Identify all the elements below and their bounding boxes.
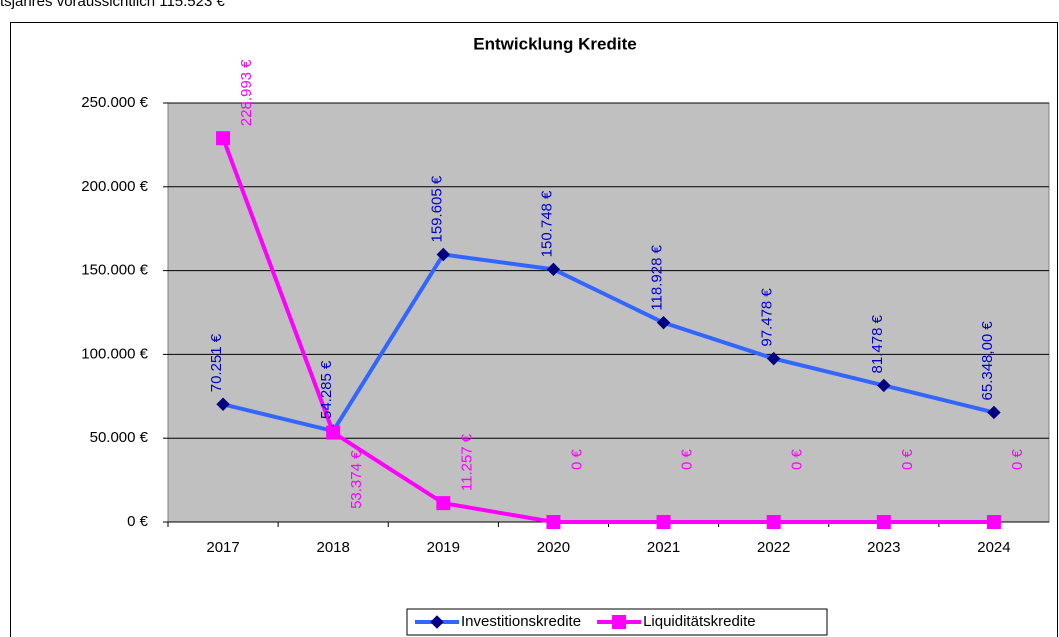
legend-marker	[430, 615, 444, 629]
legend-label: Liquiditätskredite	[643, 613, 756, 630]
data-label: 11.257 €	[458, 433, 475, 491]
x-tick-label: 2019	[427, 539, 460, 556]
data-label: 70.251 €	[208, 333, 225, 392]
x-tick-label: 2021	[647, 539, 680, 556]
y-tick-label: 100.000 €	[81, 345, 148, 362]
data-label: 0 €	[568, 448, 585, 470]
point	[877, 378, 891, 393]
point	[656, 515, 671, 529]
y-tick-label: 150.000 €	[81, 262, 148, 279]
data-label: 0 €	[679, 448, 696, 470]
x-tick-label: 2024	[977, 539, 1010, 556]
y-tick-label: 0 €	[127, 513, 149, 530]
x-tick-label: 2020	[537, 539, 570, 556]
point	[766, 515, 781, 529]
chart-title: Entwicklung Kredite	[473, 34, 636, 53]
data-label: 54.285 €	[318, 360, 335, 419]
point	[986, 515, 1001, 529]
series-line	[221, 137, 994, 524]
point	[216, 131, 231, 146]
point	[987, 405, 1001, 420]
x-tick-label: 2023	[867, 539, 900, 556]
x-tick-label: 2017	[206, 539, 239, 556]
point	[216, 397, 230, 411]
point	[546, 515, 561, 529]
point	[436, 496, 451, 511]
legend-marker	[612, 615, 627, 629]
data-label: 53.374 €	[348, 450, 365, 509]
point	[436, 247, 451, 262]
data-label: 81.478 €	[869, 314, 886, 373]
series-line	[222, 252, 995, 434]
data-label: 159.605 €	[428, 175, 445, 242]
point	[326, 425, 341, 440]
data-label: 0 €	[789, 448, 806, 470]
header-text: tsjahres voraussichtlich 115.523 €	[0, 0, 226, 10]
legend-label: Investitionskredite	[461, 613, 581, 630]
data-label: 228.993 €	[238, 59, 255, 126]
x-tick-label: 2022	[757, 539, 790, 556]
y-tick-label: 200.000 €	[81, 178, 148, 195]
point	[876, 515, 891, 529]
data-label: 118.928 €	[649, 244, 666, 310]
data-label: 65.348,00 €	[979, 321, 996, 401]
plot-area	[167, 102, 1050, 523]
point	[766, 351, 781, 366]
point	[656, 315, 671, 330]
data-label: 0 €	[899, 448, 916, 470]
x-tick-label: 2018	[317, 539, 350, 556]
data-label: 97.478 €	[759, 288, 776, 347]
point	[546, 262, 561, 277]
data-label: 0 €	[1009, 448, 1026, 470]
y-tick-label: 50.000 €	[90, 429, 149, 446]
y-tick-label: 250.000 €	[81, 94, 148, 111]
data-label: 150.748 €	[538, 190, 555, 257]
